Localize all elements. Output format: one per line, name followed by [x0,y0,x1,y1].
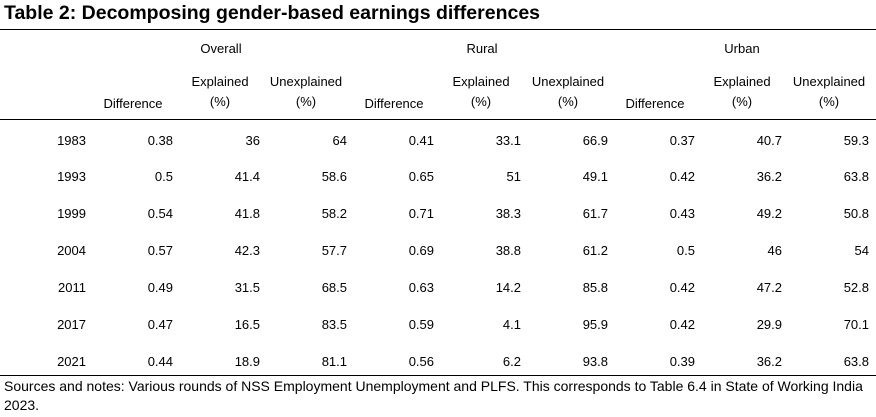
row-year: 2011 [58,280,86,295]
col-header-unexplained: Unexplained [269,74,343,89]
bottom-rule [0,375,876,376]
row-year: 1993 [57,169,86,184]
table-cell: 0.63 [408,280,434,295]
table-cell: 93.8 [582,354,608,369]
table-cell: 0.57 [147,243,173,258]
table-cell: 36 [245,133,260,148]
table-cell: 0.42 [669,169,695,184]
group-header-urban: Urban [724,41,760,56]
row-year: 2021 [57,354,86,369]
table-cell: 58.6 [321,169,347,184]
table-cell: 38.8 [495,243,521,258]
table-cell: 36.2 [756,354,782,369]
table-cell: 95.9 [582,317,608,332]
row-year: 2004 [57,243,86,258]
table-cell: 16.5 [234,317,260,332]
table-cell: 63.8 [843,169,869,184]
col-header-unexplained-unit: (%) [818,94,840,109]
table-cell: 85.8 [582,280,608,295]
table-cell: 54 [854,243,869,258]
top-rule [0,29,876,30]
table-cell: 40.7 [756,133,782,148]
table-cell: 49.2 [756,206,782,221]
table-cell: 29.9 [756,317,782,332]
table-cell: 68.5 [321,280,347,295]
table-cell: 41.4 [234,169,260,184]
table-cell: 52.8 [843,280,869,295]
col-header-unexplained-unit: (%) [557,94,579,109]
table-cell: 0.59 [408,317,434,332]
source-notes: Sources and notes: Various rounds of NSS… [4,378,863,413]
table-cell: 38.3 [495,206,521,221]
table-cell: 0.54 [147,206,173,221]
col-header-explained-unit: (%) [731,94,753,109]
table-cell: 58.2 [321,206,347,221]
table-cell: 51 [506,169,521,184]
table-cell: 0.43 [669,206,695,221]
table-cell: 0.71 [408,206,434,221]
table-cell: 31.5 [234,280,260,295]
table-cell: 6.2 [502,354,521,369]
table-cell: 0.44 [147,354,173,369]
table-cell: 61.7 [582,206,608,221]
col-header-explained-unit: (%) [470,94,492,109]
col-header-difference: Difference [103,96,163,111]
table-cell: 33.1 [495,133,521,148]
table-cell: 66.9 [582,133,608,148]
col-header-explained-unit: (%) [209,94,231,109]
row-year: 2017 [57,317,86,332]
table-cell: 0.37 [669,133,695,148]
table-cell: 63.8 [843,354,869,369]
table-cell: 0.42 [669,317,695,332]
table-cell: 70.1 [843,317,869,332]
group-header-overall: Overall [200,41,242,56]
table-cell: 47.2 [756,280,782,295]
table-cell: 0.5 [154,169,173,184]
table-cell: 41.8 [234,206,260,221]
col-header-difference: Difference [364,96,424,111]
table-cell: 0.65 [408,169,434,184]
table-cell: 0.47 [147,317,173,332]
table-cell: 0.38 [147,133,173,148]
header-rule [0,119,876,120]
table-cell: 64 [332,133,347,148]
table-cell: 61.2 [582,243,608,258]
table-cell: 49.1 [582,169,608,184]
col-header-unexplained: Unexplained [531,74,605,89]
table-title: Table 2: Decomposing gender-based earnin… [4,2,541,24]
table-cell: 14.2 [495,280,521,295]
table-cell: 0.49 [147,280,173,295]
table-cell: 81.1 [321,354,347,369]
col-header-explained: Explained [713,74,771,89]
row-year: 1983 [57,133,86,148]
table-cell: 0.5 [676,243,695,258]
table-cell: 18.9 [234,354,260,369]
col-header-unexplained: Unexplained [792,74,866,89]
table-cell: 57.7 [321,243,347,258]
table-cell: 83.5 [321,317,347,332]
group-header-rural: Rural [466,41,498,56]
table-cell: 0.42 [669,280,695,295]
col-header-difference: Difference [625,96,685,111]
row-year: 1999 [57,206,86,221]
table-cell: 36.2 [756,169,782,184]
table-cell: 50.8 [843,206,869,221]
table-cell: 0.41 [408,133,434,148]
table-cell: 59.3 [843,133,869,148]
table-cell: 0.56 [408,354,434,369]
col-header-explained: Explained [191,74,249,89]
table-cell: 42.3 [234,243,260,258]
table-cell: 0.39 [669,354,695,369]
col-header-unexplained-unit: (%) [295,94,317,109]
table-cell: 0.69 [408,243,434,258]
table-cell: 4.1 [502,317,521,332]
col-header-explained: Explained [452,74,510,89]
table-cell: 46 [767,243,782,258]
